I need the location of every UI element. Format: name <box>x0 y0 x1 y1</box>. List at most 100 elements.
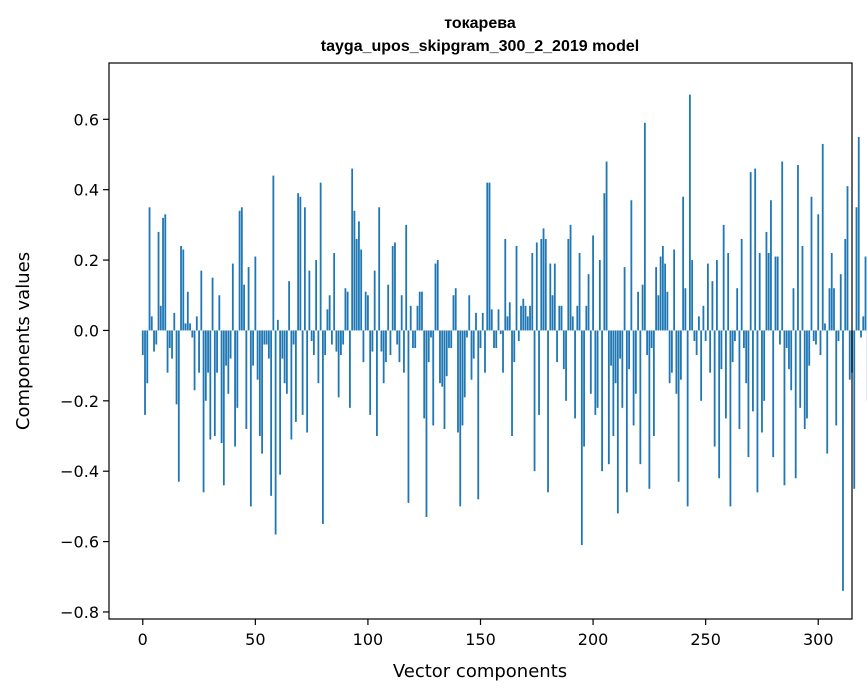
bar <box>499 330 502 334</box>
bar <box>540 238 543 331</box>
bar <box>360 249 363 331</box>
bar <box>743 330 745 349</box>
bar <box>443 330 446 429</box>
bar <box>344 288 347 331</box>
bar <box>213 330 216 437</box>
bar <box>209 330 212 440</box>
bar <box>195 316 198 331</box>
bar <box>655 267 658 331</box>
bar <box>596 330 599 408</box>
bar <box>605 161 608 331</box>
bar <box>186 291 189 331</box>
bar <box>713 330 716 447</box>
bar <box>621 330 624 408</box>
bar <box>272 175 275 331</box>
bar <box>369 330 372 415</box>
bar <box>317 330 320 384</box>
bar <box>405 224 408 331</box>
bar <box>511 330 513 437</box>
bar <box>812 330 815 341</box>
bar <box>218 295 221 331</box>
bar <box>610 330 612 366</box>
bar <box>351 168 354 331</box>
bar <box>700 330 703 401</box>
bar <box>752 330 754 412</box>
bar <box>371 330 374 352</box>
bar <box>788 330 790 370</box>
bar <box>258 330 261 437</box>
bar <box>445 330 448 377</box>
bar <box>175 330 178 405</box>
bar <box>389 330 392 356</box>
bar <box>652 330 655 437</box>
bar <box>589 330 592 394</box>
bar <box>254 256 257 331</box>
bar <box>560 305 563 331</box>
bar <box>659 256 662 331</box>
bar <box>479 330 482 349</box>
bar <box>328 295 331 331</box>
bar <box>394 242 396 331</box>
bar <box>830 253 833 331</box>
bar <box>497 309 500 331</box>
x-tick-label: 100 <box>353 630 384 649</box>
bar <box>303 207 306 331</box>
bar <box>781 161 784 331</box>
bar <box>414 330 417 349</box>
bar <box>249 330 252 507</box>
bar <box>549 263 552 331</box>
bar <box>364 291 367 331</box>
bar <box>688 94 691 331</box>
bar <box>515 245 518 331</box>
bar <box>598 260 601 331</box>
bar <box>529 305 531 331</box>
bar <box>790 330 793 391</box>
bar <box>646 330 649 356</box>
bar <box>641 284 644 331</box>
bar <box>315 260 318 331</box>
bar <box>353 210 356 331</box>
bar <box>783 330 786 486</box>
bar <box>682 196 685 331</box>
bar <box>625 330 628 493</box>
bar <box>846 186 849 331</box>
x-tick-label: 150 <box>465 630 496 649</box>
bar <box>517 330 520 341</box>
bar <box>736 288 739 331</box>
bar <box>628 330 630 370</box>
bar <box>299 196 302 331</box>
bar <box>191 330 194 338</box>
bar <box>686 330 689 507</box>
bar <box>189 323 191 331</box>
bar <box>839 274 842 331</box>
y-tick-label: 0.6 <box>74 110 99 129</box>
bar <box>801 245 804 331</box>
bar <box>709 330 712 373</box>
bar <box>639 330 642 465</box>
bar <box>594 330 597 415</box>
bar <box>141 330 144 356</box>
bar <box>569 224 572 331</box>
bar <box>567 238 570 331</box>
bar <box>355 238 358 331</box>
bar <box>430 330 432 338</box>
bar <box>603 193 606 331</box>
bar <box>484 330 486 373</box>
bar <box>666 291 669 331</box>
x-axis-ticks: 0 50 100 150 200 250 300 <box>138 619 834 649</box>
bar <box>211 277 214 331</box>
bar <box>571 316 574 331</box>
x-tick-label: 0 <box>138 630 148 649</box>
bar <box>168 330 171 349</box>
bar <box>470 330 473 380</box>
bar <box>756 330 759 493</box>
bar <box>587 274 590 331</box>
bar <box>432 330 435 426</box>
bar <box>391 245 394 331</box>
bar <box>670 330 673 373</box>
bar <box>310 330 313 341</box>
bar <box>585 305 588 331</box>
bar <box>236 330 239 408</box>
bar <box>270 330 273 496</box>
